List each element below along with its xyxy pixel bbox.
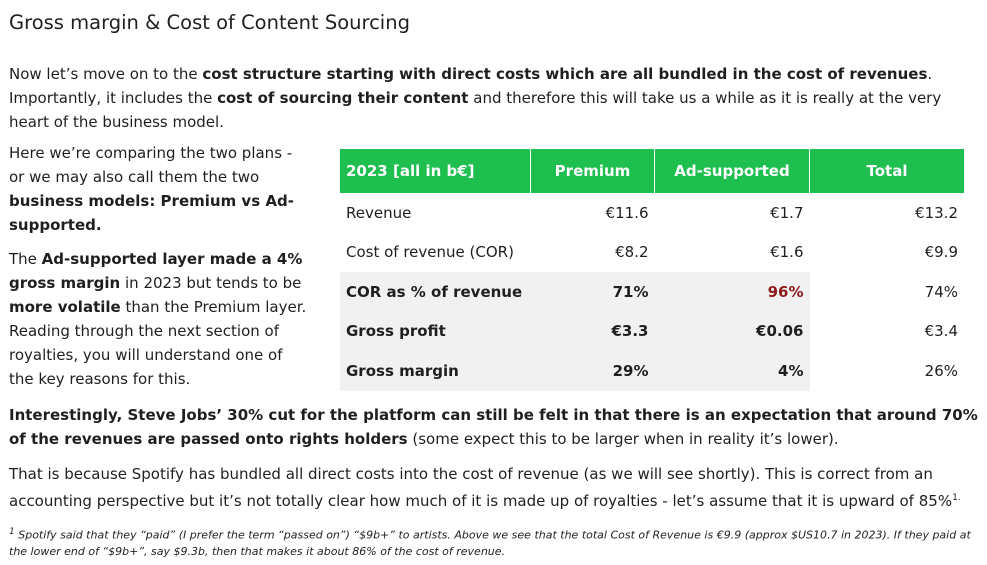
cell-premium: €3.3 — [530, 311, 655, 351]
p2-bold-2: more volatile — [9, 298, 121, 316]
row-label: Gross margin — [340, 351, 531, 391]
intro-text-3: and therefore this will take us a while … — [9, 89, 942, 131]
intro-text-2: . Importantly, it includes the — [9, 65, 933, 107]
cell-ad-supported: €1.6 — [770, 243, 804, 262]
para3-text: (some expect this to be larger when in r… — [407, 430, 839, 448]
intro-bold-2: cost of sourcing their content — [217, 89, 469, 107]
intro-text-1: Now let’s move on to the — [9, 65, 203, 83]
plans-paragraph-1: Here we’re comparing the two plans - or … — [9, 141, 309, 237]
table-row: COR as % of revenue 71% 96% 74% — [340, 272, 964, 312]
footnote-number: 1 — [9, 527, 15, 537]
footnote: 1 Spotify said that they “paid” (I prefe… — [9, 524, 984, 560]
p2-text-1: The — [9, 250, 42, 268]
plans-paragraph-2: The Ad-supported layer made a 4% gross m… — [9, 247, 309, 391]
cell-total: 74% — [924, 282, 958, 301]
cell-premium: 29% — [530, 351, 655, 391]
cell-premium: €11.6 — [605, 203, 649, 222]
header-ad-supported: Ad-supported — [654, 149, 810, 193]
cell-ad-supported: 4% — [654, 351, 810, 391]
row-label: Revenue — [346, 203, 412, 222]
table-row: Revenue €11.6 €1.7 €13.2 — [340, 193, 964, 233]
p2-bold-1: Ad-supported layer made a 4% gross margi… — [9, 250, 303, 292]
plans-commentary: Here we’re comparing the two plans - or … — [9, 141, 309, 391]
footnote-text: Spotify said that they “paid” (I prefer … — [9, 528, 971, 558]
cell-ad-supported-highlight: 96% — [654, 272, 810, 312]
cost-of-revenue-paragraph: That is because Spotify has bundled all … — [9, 462, 984, 513]
table-row: Gross margin 29% 4% 26% — [340, 351, 964, 391]
para4-text: That is because Spotify has bundled all … — [9, 465, 953, 510]
gross-margin-table: 2023 [all in b€] Premium Ad-supported To… — [340, 149, 964, 391]
intro-bold-1: cost structure starting with direct cost… — [202, 65, 928, 83]
table-row: Cost of revenue (COR) €8.2 €1.6 €9.9 — [340, 233, 964, 273]
cell-ad-supported: €0.06 — [654, 311, 810, 351]
page-title: Gross margin & Cost of Content Sourcing — [9, 11, 410, 34]
row-label: Cost of revenue (COR) — [346, 243, 514, 262]
table-header-row: 2023 [all in b€] Premium Ad-supported To… — [340, 149, 964, 193]
table-row: Gross profit €3.3 €0.06 €3.4 — [340, 311, 964, 351]
p1-bold-1: business models: Premium vs Ad-supported… — [9, 192, 294, 234]
cell-total: €3.4 — [924, 322, 958, 341]
cell-premium: €8.2 — [615, 243, 649, 262]
cell-total: 26% — [924, 361, 958, 380]
header-premium: Premium — [530, 149, 655, 193]
p2-text-2: in 2023 but tends to be — [120, 274, 302, 292]
cell-premium: 71% — [530, 272, 655, 312]
cell-total: €13.2 — [915, 203, 958, 222]
p1-text-1: Here we’re comparing the two plans - or … — [9, 144, 293, 186]
cell-ad-supported: €1.7 — [770, 203, 804, 222]
header-year: 2023 [all in b€] — [340, 149, 531, 193]
row-label: Gross profit — [340, 311, 531, 351]
row-label: COR as % of revenue — [340, 272, 531, 312]
p2-text-3: than the Premium layer. Reading through … — [9, 298, 307, 388]
royalties-paragraph: Interestingly, Steve Jobs’ 30% cut for t… — [9, 403, 984, 451]
para3-bold: Interestingly, Steve Jobs’ 30% cut for t… — [9, 406, 978, 448]
footnote-reference: 1. — [952, 493, 961, 503]
intro-paragraph: Now let’s move on to the cost structure … — [9, 62, 984, 134]
header-total: Total — [809, 149, 964, 193]
cell-total: €9.9 — [924, 243, 958, 262]
